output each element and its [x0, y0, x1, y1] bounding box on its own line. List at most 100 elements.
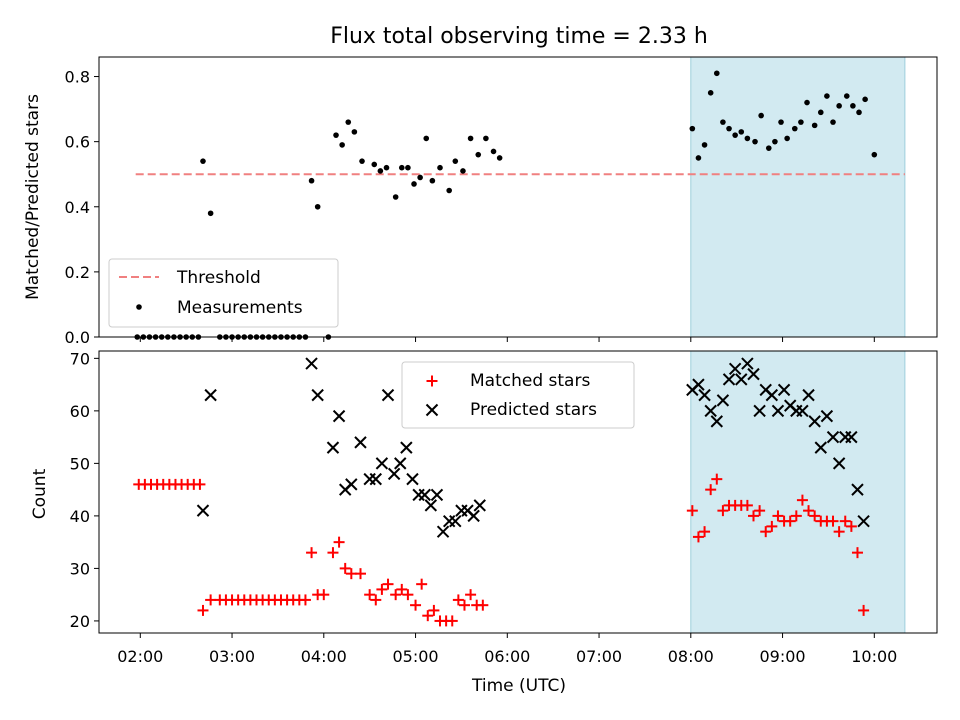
predicted-point-0 [196, 504, 210, 517]
measurement-point-71 [791, 125, 798, 132]
matched-point-51 [458, 599, 470, 611]
predicted-point-37-b [741, 357, 754, 370]
measurement-point-80 [850, 103, 856, 109]
top-ytick-label-3: 0.6 [65, 133, 90, 152]
measurement-point-47 [446, 187, 452, 194]
top-y-axis-label: Matched/Predicted stars [23, 94, 43, 300]
predicted-point-3-b [311, 388, 324, 402]
matched-point-67 [760, 526, 772, 538]
predicted-point-35-b [728, 362, 742, 376]
matched-point-74 [803, 505, 815, 517]
measurement-point-37 [377, 168, 384, 174]
measurement-point-57 [701, 142, 708, 148]
predicted-point-42 [771, 404, 785, 418]
predicted-point-56-b [857, 514, 870, 528]
predicted-point-41-b [765, 388, 779, 402]
legend-predicted-swatch [425, 403, 439, 417]
measurement-point-56 [695, 155, 702, 161]
measurement-point-54 [496, 155, 503, 161]
matched-point-80 [839, 515, 851, 527]
predicted-point-21-b [436, 525, 450, 538]
measurement-point-46 [437, 164, 443, 171]
top-shaded-interval [690, 56, 906, 338]
predicted-point-27 [473, 499, 486, 512]
predicted-point-30 [698, 388, 711, 402]
measurement-point-60 [720, 119, 726, 125]
matched-point-79 [833, 526, 845, 538]
predicted-point-13-b [387, 467, 401, 481]
predicted-point-8-b [354, 436, 367, 449]
predicted-point-40-b [759, 383, 772, 397]
top-legend: Threshold Measurements [108, 258, 339, 328]
predicted-point-14-b [394, 457, 407, 470]
predicted-point-12 [381, 388, 395, 402]
measurement-point-43 [417, 174, 423, 181]
predicted-point-34-b [722, 373, 736, 386]
top-panel: 0.0 0.2 0.4 0.6 0.8 Threshold Measurements [65, 56, 938, 347]
measurement-point-59 [713, 70, 720, 77]
predicted-point-38-b [747, 367, 760, 381]
predicted-point-19-b [424, 499, 438, 512]
measurement-point-77 [830, 119, 836, 125]
matched-point-43 [410, 599, 422, 611]
predicted-point-24 [455, 504, 468, 517]
predicted-point-51-b [826, 430, 840, 444]
predicted-point-50-b [820, 409, 834, 423]
predicted-point-41 [765, 388, 779, 402]
measurement-point-29 [314, 203, 321, 210]
xtick-label-6: 08:00 [668, 647, 714, 666]
measurement-point-38 [383, 164, 390, 171]
legend-predicted-label: Predicted stars [470, 400, 597, 420]
predicted-point-13 [387, 467, 401, 481]
matched-point-58 [705, 484, 717, 496]
measurement-point-70 [784, 135, 790, 142]
matched-point-34 [345, 568, 357, 580]
predicted-point-55-b [851, 483, 864, 496]
predicted-point-32-b [710, 415, 724, 428]
predicted-point-16-b [406, 472, 419, 486]
bottom-ytick-label-3: 50 [70, 454, 90, 473]
predicted-point-10 [369, 472, 382, 486]
predicted-point-2-b [305, 357, 318, 370]
predicted-point-11-b [375, 457, 389, 470]
predicted-point-21 [436, 525, 450, 538]
predicted-point-27-b [473, 499, 486, 512]
matched-point-30 [318, 589, 330, 601]
measurement-point-39 [392, 194, 399, 200]
matched-point-41 [396, 583, 408, 595]
predicted-point-15-b [400, 441, 413, 454]
measurement-point-42 [411, 181, 417, 187]
predicted-point-48-b [808, 415, 821, 428]
matched-point-81 [845, 520, 857, 532]
matched-point-46 [428, 604, 440, 616]
measurement-point-53 [490, 148, 497, 155]
matched-point-83 [858, 604, 870, 616]
predicted-point-14 [394, 457, 407, 470]
bottom-legend-box [401, 361, 635, 429]
predicted-point-43-b [777, 383, 791, 397]
legend-predicted-swatch-b [425, 403, 439, 417]
predicted-point-17 [412, 488, 425, 502]
predicted-point-55 [851, 483, 864, 496]
predicted-point-5 [332, 409, 346, 423]
matched-point-11 [197, 604, 209, 616]
measurement-point-34 [351, 129, 358, 135]
top-ytick-label-0: 0.0 [65, 328, 90, 347]
predicted-point-3 [311, 388, 324, 402]
predicted-point-26-b [467, 509, 480, 523]
predicted-point-30-b [698, 388, 711, 402]
predicted-point-49 [814, 441, 827, 454]
bottom-ytick-label-0: 20 [70, 612, 90, 631]
matched-point-60 [717, 505, 729, 517]
predicted-point-31-b [704, 404, 717, 418]
bottom-legend: Matched stars Predicted stars [401, 361, 635, 429]
predicted-point-15 [400, 441, 413, 454]
measurement-point-55 [689, 125, 696, 132]
predicted-point-23-b [449, 514, 462, 528]
predicted-point-52 [832, 457, 846, 470]
predicted-point-22 [442, 514, 456, 528]
matched-point-65 [747, 510, 759, 522]
xtick-label-3: 05:00 [392, 647, 438, 666]
measurement-point-35 [359, 158, 365, 164]
predicted-point-44-b [783, 399, 797, 412]
